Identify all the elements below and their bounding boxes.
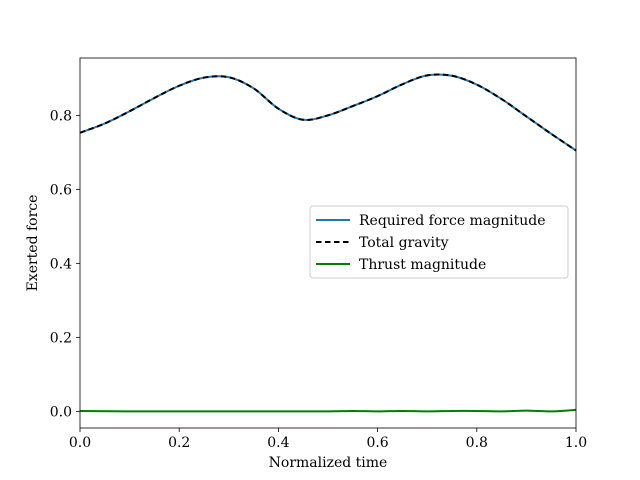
legend-label-1: Required force magnitude [359, 213, 546, 229]
y-axis: 0.0 0.2 0.4 0.6 0.8 [50, 108, 80, 420]
y-axis-label: Exerted force [25, 195, 41, 292]
y-tick-label: 0.6 [50, 182, 72, 198]
x-tick-label: 0.0 [69, 435, 91, 451]
legend-label-2: Total gravity [359, 235, 449, 251]
x-tick-label: 0.4 [267, 435, 289, 451]
legend: Required force magnitude Total gravity Thr… [309, 205, 569, 279]
series-layer [79, 73, 577, 413]
x-tick-label: 0.6 [366, 435, 388, 451]
y-tick-label: 0.8 [50, 108, 72, 124]
x-axis: 0.0 0.2 0.4 0.6 0.8 1.0 [69, 428, 587, 451]
x-tick-label: 1.0 [565, 435, 587, 451]
y-tick-label: 0.0 [50, 404, 72, 420]
x-tick-label: 0.2 [168, 435, 190, 451]
x-tick-label: 0.8 [466, 435, 488, 451]
legend-frame [309, 205, 569, 279]
x-axis-label: Normalized time [269, 455, 388, 471]
series-line-3 [79, 408, 577, 413]
y-tick-label: 0.2 [50, 330, 72, 346]
y-tick-label: 0.4 [50, 256, 72, 272]
legend-label-3: Thrust magnitude [359, 257, 486, 273]
series-line-2 [79, 73, 577, 152]
plot-frame [79, 57, 577, 429]
